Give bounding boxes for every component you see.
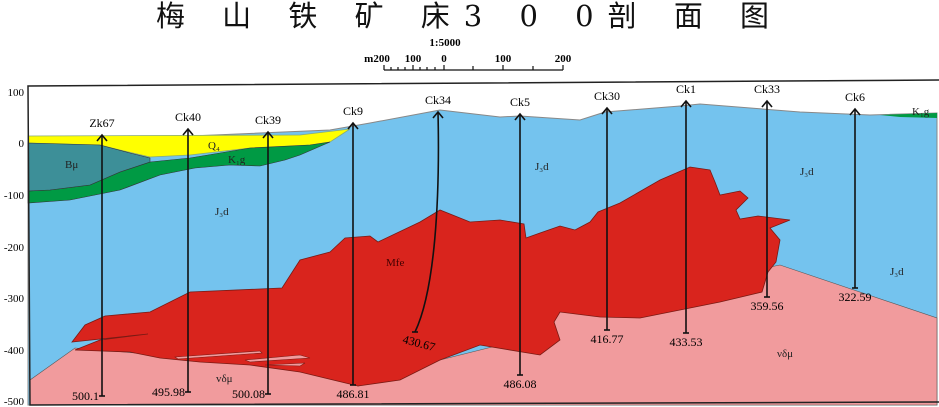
bmu-layer bbox=[27, 142, 151, 192]
drillhole-depth: 486.81 bbox=[337, 387, 370, 401]
j3d-label: J₃d bbox=[800, 166, 814, 178]
arrow-up-icon bbox=[182, 127, 194, 136]
bmu-label: Bμ bbox=[65, 159, 78, 171]
y-tick: 100 bbox=[8, 87, 25, 99]
drillholes: Zk67 500.1 Ck40 495.98 Ck39 500.08 Ck9 486.81 Ck… bbox=[72, 82, 872, 403]
scale-label: 100 bbox=[405, 53, 422, 65]
arrow-up-icon bbox=[601, 106, 613, 115]
drillhole-name: Ck34 bbox=[425, 93, 451, 107]
drillhole-name: Ck40 bbox=[175, 110, 201, 124]
q4-label: Q₄ bbox=[208, 140, 220, 152]
scale-labels: m200 100 0 100 200 bbox=[364, 53, 572, 65]
scale-bar bbox=[383, 65, 564, 71]
drillhole-name: Ck39 bbox=[255, 113, 281, 127]
y-tick: -200 bbox=[4, 242, 25, 254]
y-tick: 0 bbox=[19, 138, 25, 150]
drillhole-name: Zk67 bbox=[89, 116, 114, 130]
drillhole-depth: 416.77 bbox=[591, 332, 624, 346]
vdm-label: νδμ bbox=[777, 348, 793, 360]
scale-label: 200 bbox=[555, 53, 572, 65]
figure-title: 梅 山 铁 矿 床3 0 0剖 面 图 bbox=[155, 0, 784, 33]
arrow-up-icon bbox=[761, 99, 773, 108]
y-axis-labels: 100 0 -100 -200 -300 -400 -500 bbox=[4, 87, 25, 407]
y-tick: -100 bbox=[4, 190, 25, 202]
scale-ratio: 1:5000 bbox=[429, 37, 461, 49]
drillhole-depth: 495.98 bbox=[152, 385, 185, 399]
arrow-up-icon bbox=[849, 107, 861, 116]
unit-labels: Q₄ K₁g K₁g Bμ J₃d J₃d J₃d J₃d Mfe vδμ νδ… bbox=[65, 106, 930, 385]
scale-label: 100 bbox=[495, 53, 512, 65]
vdm-lenses bbox=[174, 350, 311, 367]
section-frame bbox=[27, 79, 939, 406]
scale-label: 0 bbox=[441, 53, 447, 65]
drillhole-name: Ck1 bbox=[676, 82, 696, 96]
arrow-up-icon bbox=[514, 112, 526, 121]
y-tick: -400 bbox=[4, 345, 25, 357]
drillhole-depth: 500.08 bbox=[232, 387, 265, 401]
drillhole-name: Ck6 bbox=[845, 90, 865, 104]
drillhole-depth: 322.59 bbox=[839, 290, 872, 304]
drillhole-depth: 433.53 bbox=[670, 335, 703, 349]
k1g-label: K₁g bbox=[228, 154, 246, 166]
j3d-label: J₃d bbox=[215, 206, 229, 218]
drillhole-line bbox=[414, 111, 440, 333]
arrow-up-icon bbox=[680, 99, 692, 108]
drillhole-depth: 486.08 bbox=[504, 377, 537, 391]
drillhole-name: Ck9 bbox=[343, 104, 363, 118]
mfe-label: Mfe bbox=[386, 257, 404, 269]
drillhole-depth: 500.1 bbox=[72, 389, 99, 403]
arrow-up-icon bbox=[347, 121, 359, 130]
k1g-label-right: K₁g bbox=[912, 106, 930, 118]
arrow-up-icon bbox=[262, 130, 274, 139]
j3d-label: J₃d bbox=[890, 266, 904, 278]
y-tick: -500 bbox=[4, 396, 25, 407]
drillhole-depth: 359.56 bbox=[751, 299, 784, 313]
k1g-layer-right bbox=[880, 113, 937, 118]
drillhole-name: Ck5 bbox=[510, 95, 530, 109]
j3d-label: J₃d bbox=[535, 161, 549, 173]
arrow-up-icon bbox=[96, 133, 108, 142]
arrow-up-icon bbox=[432, 110, 444, 119]
drillhole-name: Ck30 bbox=[594, 89, 620, 103]
y-tick: -300 bbox=[4, 293, 25, 305]
scale-label: m200 bbox=[364, 53, 390, 65]
vdm-label: vδμ bbox=[216, 373, 233, 385]
drillhole-name: Ck33 bbox=[754, 82, 780, 96]
